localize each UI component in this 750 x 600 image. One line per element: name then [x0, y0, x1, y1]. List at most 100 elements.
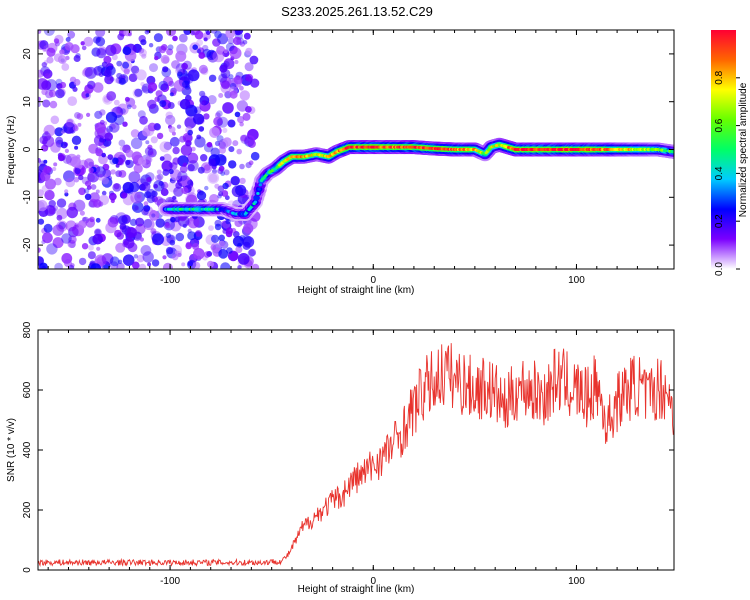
noise-blob — [119, 145, 125, 151]
colorbar-tick-label: 0.8 — [714, 70, 725, 84]
noise-blob — [61, 253, 73, 264]
noise-blob — [44, 130, 49, 135]
noise-blob — [187, 164, 195, 172]
noise-blob — [122, 241, 129, 248]
noise-blob — [101, 177, 110, 185]
noise-blob — [244, 62, 254, 72]
noise-blob — [92, 233, 103, 245]
snr-series-line — [38, 343, 674, 568]
noise-blob — [138, 48, 147, 57]
noise-blob — [178, 33, 188, 43]
noise-blob — [38, 199, 48, 212]
noise-blob — [114, 78, 120, 84]
colorbar: 0.0 0.2 0.4 0.6 0.8 Normalized spectral ampl… — [711, 30, 749, 276]
noise-blob — [44, 73, 51, 79]
noise-blob — [107, 154, 114, 161]
noise-blob — [218, 248, 229, 259]
noise-blob — [233, 75, 243, 85]
noise-blob — [203, 113, 210, 120]
noise-blob — [241, 235, 252, 246]
noise-blob — [104, 132, 113, 141]
noise-blob — [38, 96, 41, 102]
noise-blob — [99, 119, 105, 125]
noise-blob — [172, 253, 179, 261]
colorbar-tick-label: 0.4 — [714, 166, 725, 180]
noise-blob — [81, 45, 87, 51]
noise-blob — [152, 233, 164, 246]
noise-blob — [52, 224, 64, 236]
noise-blob — [133, 164, 143, 174]
noise-blob — [139, 115, 148, 125]
noise-blob — [85, 180, 92, 187]
noise-blob — [214, 112, 221, 119]
noise-blob — [82, 217, 87, 222]
noise-blob — [249, 55, 259, 65]
noise-blob — [116, 72, 123, 79]
snr-xtick-label: 100 — [568, 576, 585, 587]
noise-blob — [150, 136, 158, 144]
noise-blob — [162, 262, 173, 269]
noise-blob — [62, 154, 72, 164]
noise-blob — [104, 74, 114, 85]
noise-blob — [243, 32, 251, 40]
noise-blob — [172, 146, 180, 155]
noise-blob — [41, 80, 52, 91]
noise-blob — [141, 161, 147, 167]
noise-blob — [164, 222, 171, 229]
noise-blob — [198, 126, 205, 132]
noise-blob — [42, 232, 53, 244]
noise-blob — [144, 147, 154, 156]
noise-blob — [225, 227, 233, 235]
noise-blob — [38, 30, 42, 34]
noise-blob — [54, 127, 64, 137]
noise-blob — [86, 173, 95, 182]
noise-blob — [153, 33, 163, 43]
noise-blob — [128, 171, 141, 184]
noise-blob — [146, 176, 152, 183]
noise-blob — [214, 30, 222, 39]
noise-blob — [85, 218, 96, 228]
noise-blob — [155, 218, 165, 228]
noise-blob — [117, 33, 125, 41]
noise-blob — [38, 101, 41, 107]
noise-blob — [177, 252, 182, 257]
ridge-cell — [256, 192, 260, 195]
noise-blob — [122, 254, 135, 266]
noise-blob — [123, 237, 135, 249]
snr-xtick-label: -100 — [160, 576, 180, 587]
noise-blob — [85, 93, 90, 98]
noise-blob — [110, 169, 116, 175]
noise-blob — [39, 160, 46, 167]
noise-blob — [83, 188, 90, 194]
noise-blob — [90, 184, 97, 190]
noise-blob — [242, 40, 248, 45]
noise-blob — [126, 227, 138, 238]
noise-blob — [43, 30, 55, 36]
noise-blob — [194, 136, 206, 148]
noise-blob — [46, 47, 56, 57]
noise-blob — [116, 262, 125, 269]
noise-blob — [59, 81, 67, 89]
noise-blob — [65, 177, 76, 188]
noise-blob — [112, 157, 119, 165]
noise-blob — [200, 154, 208, 162]
noise-blob — [95, 229, 101, 235]
noise-blob — [70, 263, 75, 268]
noise-blob — [96, 48, 107, 59]
noise-blob — [175, 50, 187, 62]
noise-blob — [155, 174, 162, 182]
noise-blob — [105, 44, 117, 57]
noise-blob — [108, 192, 117, 201]
noise-blob — [207, 172, 220, 184]
noise-blob — [111, 54, 118, 61]
noise-blob — [158, 80, 169, 91]
noise-blob — [48, 206, 57, 215]
noise-blob — [125, 159, 134, 169]
colorbar-tick-label: 0.0 — [714, 262, 725, 276]
noise-blob — [149, 63, 158, 73]
noise-blob — [168, 126, 176, 133]
noise-blob — [73, 176, 80, 183]
noise-blob — [67, 96, 78, 106]
noise-blob — [56, 214, 63, 221]
noise-blob — [242, 241, 251, 250]
